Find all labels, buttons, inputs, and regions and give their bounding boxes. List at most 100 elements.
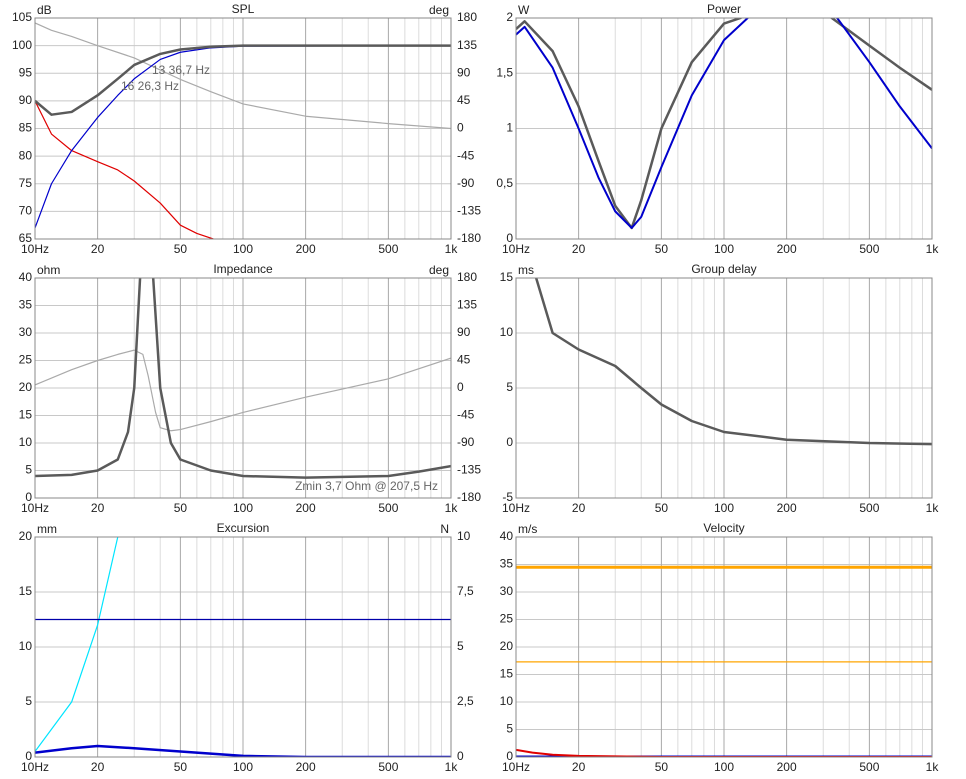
x-tick-label: 1k (445, 242, 459, 256)
y-tick-label: 0 (506, 435, 513, 449)
y-tick-label: 30 (500, 584, 514, 598)
y2-tick-label: -90 (457, 435, 475, 449)
y-tick-label: 25 (19, 353, 33, 367)
x-tick-label: 1k (445, 760, 459, 774)
annotation: Zmin 3,7 Ohm @ 207,5 Hz (295, 479, 438, 493)
plot-border (515, 277, 933, 499)
chart-title: Impedance (213, 262, 273, 276)
panel: 10Hz 20 50 100 200 500 1k0510152002,557,510Exc… (19, 521, 474, 774)
y2-tick-label: 180 (457, 270, 477, 284)
y-tick-label: 20 (19, 529, 33, 543)
y2-tick-label: 2,5 (457, 694, 474, 708)
x-tick-label: 1k (445, 501, 459, 515)
annotation: 13 36,7 Hz (152, 63, 210, 77)
y-tick-label: 65 (19, 231, 33, 245)
y-tick-label: 25 (500, 612, 514, 626)
x-tick-label: 50 (655, 242, 669, 256)
plot-border (34, 277, 452, 499)
y2-tick-label: 10 (457, 529, 471, 543)
x-tick-label: 500 (859, 760, 879, 774)
y-tick-label: 0 (506, 749, 513, 763)
panel: 10Hz 20 50 100 200 500 1k 0 5 10 15 20 25 30 35 40 Veloc… (500, 521, 940, 774)
y-tick-label: 100 (12, 38, 32, 52)
chart-title: Group delay (691, 262, 756, 276)
plot-border (34, 536, 452, 758)
series-group (35, 22, 451, 239)
y2-unit: deg (429, 3, 449, 17)
x-tick-label: 1k (926, 242, 940, 256)
y-unit: ohm (37, 263, 60, 277)
y-tick-label: 5 (506, 380, 513, 394)
y2-tick-label: -180 (457, 490, 481, 504)
y2-tick-label: 0 (457, 380, 464, 394)
x-tick-label: 200 (296, 760, 316, 774)
y-tick-label: 10 (500, 325, 514, 339)
y2-tick-label: 0 (457, 749, 464, 763)
y-unit: m/s (518, 522, 537, 536)
y2-tick-label: 45 (457, 93, 471, 107)
x-tick-label: 50 (174, 501, 188, 515)
y2-tick-label: 0 (457, 121, 464, 135)
x-tick-label: 50 (174, 242, 188, 256)
panel: 10Hz 20 50 100 200 500 1k 65 70 75 80 85 90 95 100 105 -… (12, 2, 481, 256)
y-tick-label: 85 (19, 121, 33, 135)
y-tick-label: 5 (25, 694, 32, 708)
panel: 10Hz 20 50 100 200 500 1k -5 0 5 10 15 Group delay ms (500, 262, 940, 515)
x-tick-label: 500 (378, 760, 398, 774)
y2-tick-label: -45 (457, 408, 475, 422)
y-tick-label: 10 (19, 639, 33, 653)
y2-tick-label: -45 (457, 148, 475, 162)
y-tick-label: 1 (506, 121, 513, 135)
y-tick-label: 15 (500, 270, 514, 284)
y-tick-label: 35 (19, 298, 33, 312)
y-tick-label: 15 (19, 408, 33, 422)
y-tick-label: 0 (25, 749, 32, 763)
x-tick-label: 100 (714, 760, 734, 774)
y-tick-label: 2 (506, 10, 513, 24)
y-tick-label: -5 (502, 490, 513, 504)
x-tick-label: 10Hz (21, 242, 49, 256)
x-tick-label: 500 (859, 242, 879, 256)
x-tick-label: 20 (91, 501, 105, 515)
plot-border (34, 17, 452, 240)
x-tick-label: 100 (233, 242, 253, 256)
panel: 10Hz 20 50 100 200 500 1k 0 5 10 15 20 25 30 35 40 -180 -… (19, 262, 482, 515)
y2-tick-label: 135 (457, 298, 477, 312)
x-tick-label: 10Hz (502, 242, 530, 256)
series-line (35, 44, 451, 116)
y2-unit: deg (429, 263, 449, 277)
x-tick-label: 200 (296, 242, 316, 256)
series-line (516, 748, 932, 757)
x-tick-label: 50 (655, 501, 669, 515)
x-tick-label: 10Hz (21, 501, 49, 515)
x-tick-label: 20 (572, 501, 586, 515)
y-tick-label: 40 (19, 270, 33, 284)
y-tick-label: 15 (19, 584, 33, 598)
y-tick-label: 10 (19, 435, 33, 449)
y-tick-label: 1,5 (496, 65, 513, 79)
y-tick-label: 15 (500, 667, 514, 681)
x-tick-label: 500 (378, 501, 398, 515)
y-tick-label: 0 (25, 490, 32, 504)
series-line (35, 349, 451, 432)
y2-tick-label: 45 (457, 353, 471, 367)
y-unit: W (518, 3, 530, 17)
y-tick-label: 90 (19, 93, 33, 107)
x-tick-label: 500 (378, 242, 398, 256)
x-tick-label: 200 (777, 242, 797, 256)
y-unit: ms (518, 263, 534, 277)
y-tick-label: 40 (500, 529, 514, 543)
y-tick-label: 20 (19, 380, 33, 394)
y-unit: dB (37, 3, 52, 17)
x-tick-label: 10Hz (502, 501, 530, 515)
chart-title: Power (707, 2, 741, 16)
series-group (516, 18, 932, 230)
y-tick-label: 70 (19, 204, 33, 218)
x-tick-label: 20 (91, 242, 105, 256)
x-tick-label: 10Hz (21, 760, 49, 774)
series-line (534, 278, 932, 446)
x-tick-label: 10Hz (502, 760, 530, 774)
y-tick-label: 20 (500, 639, 514, 653)
x-tick-label: 500 (859, 501, 879, 515)
series-line (35, 537, 119, 752)
